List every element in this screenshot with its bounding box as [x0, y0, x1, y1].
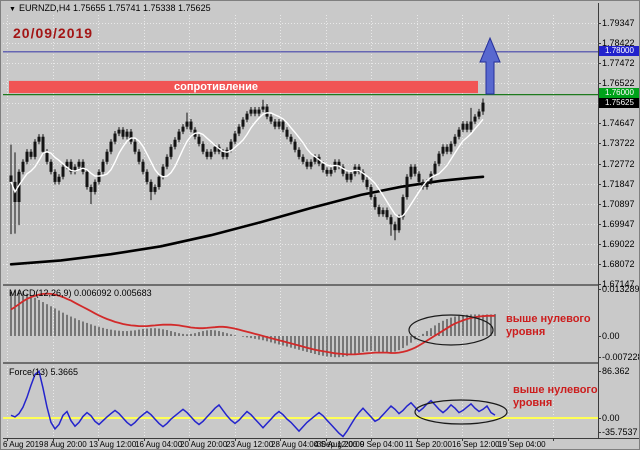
macd-note-line1: выше нулевого — [506, 313, 591, 325]
force-axis-label: 0.00 — [602, 413, 620, 423]
force-note[interactable]: выше нулевого уровня — [513, 384, 598, 410]
price-axis-label: 1.78422 — [602, 38, 635, 48]
price-tag-1-78000: 1.78000 — [599, 46, 639, 56]
time-axis-label: 4 Sep 12:00 — [314, 440, 358, 449]
time-axis-label: 28 Aug 04:00 — [271, 440, 319, 449]
quote-text: EURNZD,H4 1.75655 1.75741 1.75338 1.7562… — [18, 3, 211, 13]
macd-axis-label: 0.013289 — [602, 284, 640, 294]
date-annotation[interactable]: 20/09/2019 — [13, 25, 94, 41]
price-axis-label: 1.73722 — [602, 138, 635, 148]
time-axis-label: 30 Aug 20:00 — [317, 440, 365, 449]
price-tag-1-76000: 1.76000 — [599, 88, 639, 98]
price-axis-label: 1.74647 — [602, 118, 635, 128]
macd-note[interactable]: выше нулевого уровня — [506, 313, 591, 339]
price-axis-label: 1.67147 — [602, 279, 635, 289]
force-note-line1: выше нулевого — [513, 384, 598, 396]
force-note-line2: уровня — [513, 397, 553, 409]
price-axis-label: 1.76522 — [602, 78, 635, 88]
price-axis-label: 1.70897 — [602, 199, 635, 209]
time-axis-label: 19 Sep 04:00 — [498, 440, 546, 449]
price-axis-label: 1.72772 — [602, 159, 635, 169]
macd-note-line2: уровня — [506, 326, 546, 338]
macd-axis-label: 0.00 — [602, 331, 620, 341]
symbol-quote[interactable]: ▼ EURNZD,H4 1.75655 1.75741 1.75338 1.756… — [9, 3, 211, 13]
time-axis-label: 16 Sep 12:00 — [452, 440, 500, 449]
time-axis-label: 13 Aug 12:00 — [89, 440, 137, 449]
price-axis-label: 1.77472 — [602, 58, 635, 68]
force-indicator-label: Force(13) 5.3665 — [9, 367, 79, 377]
price-axis-label: 1.69022 — [602, 239, 635, 249]
force-axis-label: 86.362 — [602, 366, 630, 376]
time-axis-label: 23 Aug 12:00 — [226, 440, 274, 449]
price-axis-label: 1.79347 — [602, 18, 635, 28]
time-axis-label: 9 Sep 04:00 — [360, 440, 404, 449]
time-axis-label: 11 Sep 20:00 — [405, 440, 453, 449]
time-axis-label: 8 Aug 20:00 — [44, 440, 87, 449]
macd-axis-label: -0.007228 — [602, 352, 640, 362]
price-axis-label: 1.69947 — [602, 219, 635, 229]
macd-indicator-label: MACD(12,26,9) 0.006092 0.005683 — [9, 288, 152, 298]
price-tag-last-price: 1.75625 — [599, 98, 639, 108]
force-axis-label: -35.7537 — [602, 427, 638, 437]
collapse-triangle-icon[interactable]: ▼ — [9, 6, 16, 13]
time-axis-label: 16 Aug 04:00 — [135, 440, 183, 449]
price-axis-label: 1.68072 — [602, 259, 635, 269]
resistance-zone-label[interactable]: сопротивление — [174, 81, 258, 93]
price-axis-label: 1.71847 — [602, 179, 635, 189]
time-axis-label: 6 Aug 2019 — [3, 440, 44, 449]
time-axis-label: 20 Aug 20:00 — [180, 440, 228, 449]
